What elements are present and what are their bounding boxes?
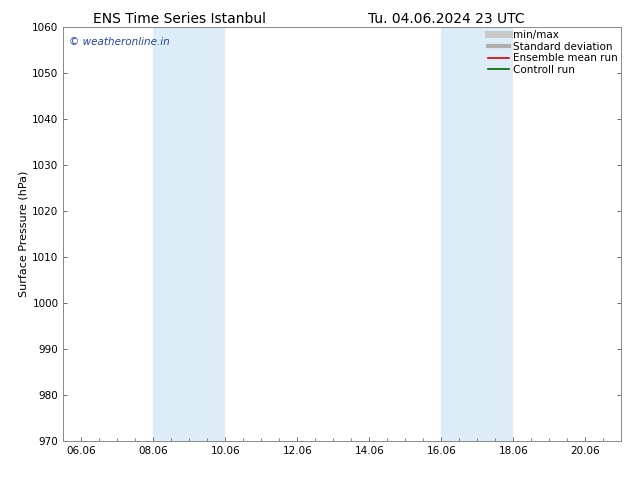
Y-axis label: Surface Pressure (hPa): Surface Pressure (hPa) — [18, 171, 28, 297]
Bar — [441, 27, 514, 441]
Bar — [153, 27, 225, 441]
Text: © weatheronline.in: © weatheronline.in — [69, 37, 170, 48]
Text: Tu. 04.06.2024 23 UTC: Tu. 04.06.2024 23 UTC — [368, 12, 524, 26]
Legend: min/max, Standard deviation, Ensemble mean run, Controll run: min/max, Standard deviation, Ensemble me… — [488, 30, 618, 75]
Text: ENS Time Series Istanbul: ENS Time Series Istanbul — [93, 12, 266, 26]
